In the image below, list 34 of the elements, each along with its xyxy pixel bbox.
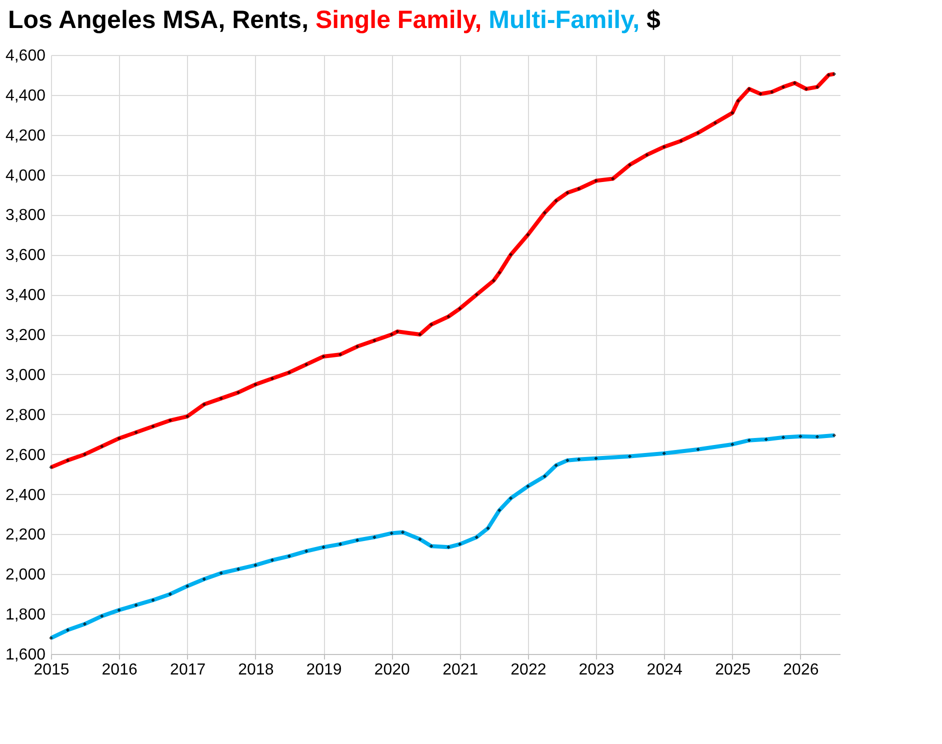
x-tick-label: 2019	[306, 662, 342, 678]
y-tick-label: 2,400	[5, 486, 46, 504]
text: Multi-Family,	[488, 6, 640, 34]
x-tick-label: 2018	[238, 662, 274, 678]
y-axis-title: $	[646, 6, 660, 34]
x-tick-label: 2020	[374, 662, 410, 678]
y-tick-label: 3,600	[5, 247, 46, 264]
y-tick-label: 1,600	[5, 646, 46, 664]
x-tick-label: 2017	[170, 662, 206, 678]
y-tick-label: 3,800	[5, 207, 46, 224]
x-tick-label: 2015	[34, 662, 70, 678]
y-tick-label: 3,400	[5, 287, 46, 304]
y-tick-label: 4,400	[5, 87, 46, 104]
x-tick-label: 2022	[510, 662, 546, 678]
y-tick-label: 3,000	[5, 366, 46, 384]
y-tick-label: 4,600	[5, 48, 46, 64]
x-tick-label: 2024	[646, 662, 683, 678]
y-tick-label: 2,600	[5, 446, 46, 464]
text: Single Family,	[315, 6, 483, 34]
y-tick-label: 4,000	[5, 167, 46, 184]
x-tick-label: 2023	[578, 662, 614, 678]
y-tick-label: 3,200	[5, 327, 46, 344]
x-tick-label: 2026	[783, 662, 819, 678]
y-tick-label: 4,200	[5, 127, 46, 144]
y-tick-label: 1,800	[5, 606, 46, 624]
y-tick-label: 2,200	[5, 526, 46, 544]
line-series	[49, 433, 836, 640]
x-tick-label: 2016	[102, 662, 138, 678]
chart-title: Los Angeles MSA, Rents,	[8, 6, 310, 34]
x-tick-label: 2025	[715, 662, 751, 678]
line-series	[49, 72, 836, 470]
y-tick-label: 2,000	[5, 566, 46, 584]
y-tick-label: 2,800	[5, 406, 46, 424]
x-tick-label: 2021	[442, 662, 478, 678]
